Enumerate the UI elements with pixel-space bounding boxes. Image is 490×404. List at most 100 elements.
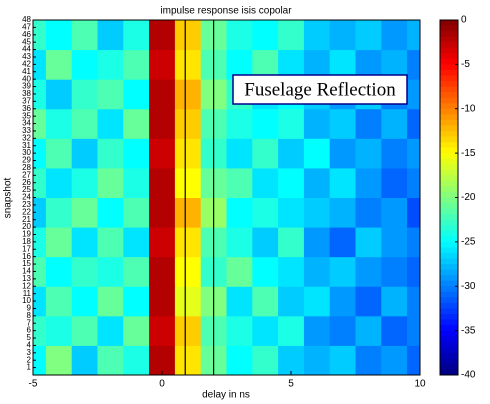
y-tick-label: 47 bbox=[22, 23, 31, 32]
heat-cell bbox=[97, 20, 124, 51]
heat-cell bbox=[33, 197, 47, 228]
heat-cell bbox=[407, 256, 420, 287]
heat-cell bbox=[226, 167, 253, 198]
y-tick-label: 23 bbox=[22, 200, 31, 209]
heat-cell bbox=[303, 256, 331, 287]
heat-cell bbox=[174, 49, 202, 80]
heat-cell bbox=[329, 138, 356, 169]
heat-cell bbox=[174, 138, 202, 169]
y-tick-label: 5 bbox=[27, 333, 32, 342]
y-tick-label: 36 bbox=[22, 104, 31, 113]
y-tick-label: 17 bbox=[22, 244, 31, 253]
heat-cell bbox=[71, 108, 98, 139]
heat-cell bbox=[33, 167, 47, 198]
heat-cell bbox=[45, 108, 73, 139]
y-tick-label: 10 bbox=[22, 296, 31, 305]
colorbar-swatch bbox=[440, 286, 458, 293]
heat-cell bbox=[278, 227, 305, 258]
y-tick-label: 35 bbox=[22, 111, 31, 120]
heat-cell bbox=[381, 108, 408, 139]
heat-cell bbox=[174, 227, 202, 258]
colorbar-swatch bbox=[440, 47, 458, 54]
heat-cell bbox=[71, 138, 98, 169]
y-tick-label: 19 bbox=[22, 230, 31, 239]
heat-cell bbox=[329, 256, 356, 287]
heat-cell bbox=[381, 20, 408, 51]
heat-cell bbox=[226, 138, 253, 169]
colorbar-swatch bbox=[440, 136, 458, 143]
heat-cell bbox=[45, 227, 73, 258]
heat-cell bbox=[226, 315, 253, 346]
heat-cell bbox=[278, 286, 305, 317]
heat-cell bbox=[123, 286, 150, 317]
heat-cell bbox=[97, 227, 124, 258]
y-tick-label: 12 bbox=[22, 281, 31, 290]
heat-cell bbox=[407, 108, 420, 139]
heat-cell bbox=[329, 197, 356, 228]
colorbar-swatch bbox=[440, 247, 458, 254]
heat-cell bbox=[252, 167, 279, 198]
colorbar-swatch bbox=[440, 203, 458, 210]
colorbar-swatch bbox=[440, 20, 458, 27]
heat-cell bbox=[174, 79, 202, 110]
heat-cell bbox=[45, 286, 73, 317]
y-tick-label: 1 bbox=[27, 363, 32, 372]
colorbar-swatch bbox=[440, 36, 458, 43]
colorbar-swatch bbox=[440, 302, 458, 309]
y-tick-label: 42 bbox=[22, 59, 31, 68]
colorbar-swatch bbox=[440, 103, 458, 110]
heat-cell bbox=[149, 345, 176, 375]
heat-cell bbox=[278, 197, 305, 228]
colorbar-tick-label: -15 bbox=[461, 148, 476, 159]
heat-cell bbox=[226, 108, 253, 139]
y-tick-label: 14 bbox=[22, 267, 31, 276]
heat-cell bbox=[174, 345, 202, 375]
y-tick-label: 40 bbox=[22, 74, 31, 83]
heat-cell bbox=[97, 256, 124, 287]
heat-cell bbox=[174, 286, 202, 317]
heat-cell bbox=[123, 79, 150, 110]
heat-cell bbox=[33, 49, 47, 80]
colorbar-swatch bbox=[440, 236, 458, 243]
heat-cell bbox=[407, 49, 420, 80]
y-tick-label: 11 bbox=[23, 289, 32, 298]
colorbar-tick-label: -30 bbox=[461, 281, 476, 292]
colorbar-swatch bbox=[440, 25, 458, 32]
heat-cell bbox=[329, 227, 356, 258]
heat-cell bbox=[407, 167, 420, 198]
y-tick-label: 9 bbox=[27, 304, 32, 313]
colorbar-swatch bbox=[440, 297, 458, 304]
heat-cell bbox=[97, 108, 124, 139]
heat-cell bbox=[149, 315, 176, 346]
heat-cell bbox=[33, 20, 47, 51]
heat-cell bbox=[33, 345, 47, 375]
heat-cell bbox=[71, 315, 98, 346]
heat-cell bbox=[45, 197, 73, 228]
colorbar-swatch bbox=[440, 97, 458, 104]
y-tick-label: 25 bbox=[22, 185, 31, 194]
heat-cell bbox=[381, 286, 408, 317]
colorbar-swatch bbox=[440, 119, 458, 126]
colorbar-swatch bbox=[440, 219, 458, 226]
heat-cell bbox=[149, 256, 176, 287]
heat-cell bbox=[71, 20, 98, 51]
heat-cell bbox=[226, 345, 253, 375]
y-tick-label: 4 bbox=[27, 341, 32, 350]
heat-cell bbox=[303, 286, 331, 317]
y-tick-label: 16 bbox=[22, 252, 31, 261]
heat-cell bbox=[71, 227, 98, 258]
heat-cell bbox=[149, 138, 176, 169]
colorbar-swatch bbox=[440, 75, 458, 82]
colorbar-swatch bbox=[440, 363, 458, 370]
colorbar-swatch bbox=[440, 147, 458, 154]
heat-cell bbox=[149, 286, 176, 317]
heatmap bbox=[33, 20, 420, 375]
y-axis-label: snapshot bbox=[3, 177, 14, 218]
y-tick-label: 15 bbox=[22, 259, 31, 268]
annotation: Fuselage Reflection bbox=[244, 79, 396, 100]
heat-cell bbox=[174, 167, 202, 198]
colorbar-swatch bbox=[440, 125, 458, 132]
heat-cell bbox=[355, 108, 382, 139]
heat-cell bbox=[278, 108, 305, 139]
